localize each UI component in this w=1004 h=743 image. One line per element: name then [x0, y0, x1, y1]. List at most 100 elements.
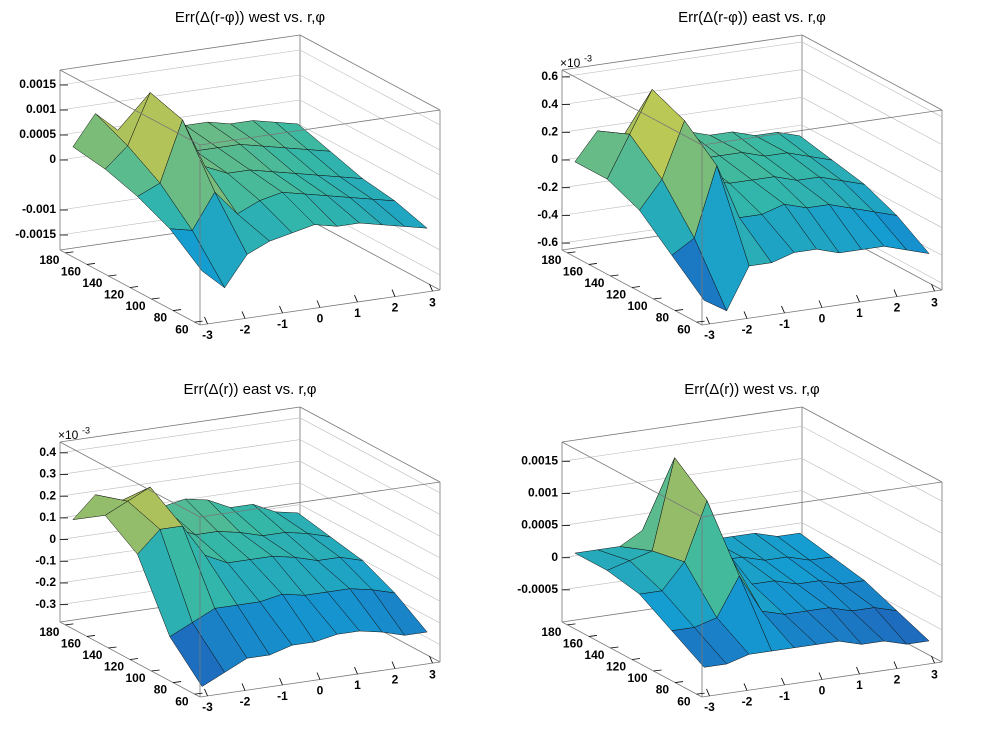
y-tick: [86, 635, 95, 637]
x-tick-label: 3: [429, 295, 436, 309]
y-tick-label: 160: [61, 265, 81, 279]
x-tick-label: 3: [429, 667, 436, 681]
box-edge: [801, 34, 943, 111]
z-tick-label: 0.2: [39, 488, 56, 502]
chart-title: Err(Δ(r)) west vs. r,φ: [684, 381, 820, 398]
x-tick-label: -1: [779, 317, 790, 331]
y-tick-label: 120: [606, 660, 626, 674]
z-tick-label: -0.0005: [517, 582, 558, 596]
y-tick-label: 100: [126, 299, 146, 313]
y-tick-label: 80: [154, 311, 168, 325]
x-tick-label: -3: [704, 700, 715, 714]
x-tick-label: -2: [240, 323, 251, 337]
box-edge: [59, 34, 301, 71]
y-tick-label: 180: [541, 253, 561, 267]
y-tick: [675, 681, 684, 683]
y-tick-label: 180: [39, 625, 59, 639]
x-tick-label: 1: [856, 306, 863, 320]
z-tick-label: -0.2: [537, 180, 558, 194]
chart-title: Err(Δ(r-φ)) east vs. r,φ: [678, 9, 826, 26]
y-tick: [610, 646, 619, 649]
z-exponent: -3: [584, 53, 592, 63]
x-tick-label: -2: [240, 695, 251, 709]
y-tick: [631, 658, 641, 660]
y-tick: [696, 692, 705, 695]
grid-line: [59, 49, 441, 126]
z-tick-label: 0.4: [39, 445, 56, 459]
x-tick: [241, 683, 246, 691]
y-tick: [129, 286, 139, 288]
y-tick: [696, 320, 705, 323]
z-tick-label: 0.001: [26, 102, 56, 116]
x-tick: [316, 300, 321, 308]
y-tick-label: 140: [584, 648, 604, 662]
y-tick: [675, 309, 684, 311]
surface-cell: [671, 237, 728, 312]
x-tick: [781, 677, 785, 686]
x-tick-label: 1: [856, 678, 863, 692]
y-tick: [86, 263, 95, 265]
box-edge: [801, 406, 943, 483]
z-tick-label: 0.6: [541, 69, 558, 83]
grid-line: [561, 69, 943, 145]
y-tick-label: 160: [61, 637, 81, 651]
x-tick-label: 0: [317, 684, 324, 698]
x-tick-label: -2: [742, 323, 753, 337]
z-tick-label: -0.6: [537, 235, 558, 249]
z-tick-label: 0.0015: [521, 453, 558, 467]
x-tick-label: 1: [354, 678, 361, 692]
grid-line: [561, 490, 943, 566]
z-tick-label: 0: [49, 532, 56, 546]
y-tick: [610, 274, 619, 277]
z-tick-label: 0: [551, 550, 558, 564]
y-tick-label: 120: [104, 288, 124, 302]
z-tick-label: -0.4: [537, 208, 558, 222]
y-tick: [194, 692, 203, 695]
box-edge: [561, 441, 703, 518]
x-tick: [743, 311, 748, 319]
y-tick-label: 180: [541, 625, 561, 639]
box-edge: [59, 441, 201, 518]
x-tick: [931, 655, 935, 664]
x-tick-label: -1: [779, 689, 790, 703]
box-edge: [561, 69, 703, 146]
x-tick-label: -1: [277, 317, 288, 331]
y-tick: [567, 251, 576, 254]
y-tick: [65, 251, 74, 254]
y-tick: [129, 658, 139, 660]
x-tick: [743, 683, 748, 691]
x-tick: [391, 661, 396, 669]
z-tick-label: 0.2: [541, 124, 558, 138]
z-tick-label: -0.3: [35, 597, 56, 611]
z-tick-label: 0.3: [39, 467, 56, 481]
z-tick-label: 0.1: [39, 510, 56, 524]
y-tick: [151, 297, 160, 300]
box-edge: [299, 34, 441, 111]
x-tick-label: -3: [202, 328, 213, 342]
box-edge: [59, 406, 301, 443]
x-tick: [354, 666, 358, 675]
y-tick: [65, 623, 74, 626]
y-tick-label: 140: [82, 648, 102, 662]
y-tick-label: 100: [126, 671, 146, 685]
x-tick-label: 0: [819, 684, 826, 698]
x-tick-label: -1: [277, 689, 288, 703]
x-tick: [429, 655, 433, 664]
y-tick-label: 180: [39, 253, 59, 267]
box-edge: [199, 109, 441, 146]
y-tick-label: 80: [154, 683, 168, 697]
grid-line: [59, 417, 441, 494]
y-tick: [653, 669, 662, 672]
x-tick: [893, 661, 898, 669]
z-tick-label: -0.1: [35, 553, 56, 567]
z-tick-label: 0.001: [528, 486, 558, 500]
grid-line: [59, 439, 441, 515]
z-tick-label: -0.0015: [15, 227, 56, 241]
z-tick-label: 0.4: [541, 97, 558, 111]
y-tick-label: 140: [82, 276, 102, 290]
x-tick-label: 2: [894, 301, 901, 315]
x-tick: [429, 283, 433, 292]
x-tick: [893, 289, 898, 297]
y-tick-label: 60: [175, 322, 189, 336]
x-tick-label: 0: [819, 312, 826, 326]
